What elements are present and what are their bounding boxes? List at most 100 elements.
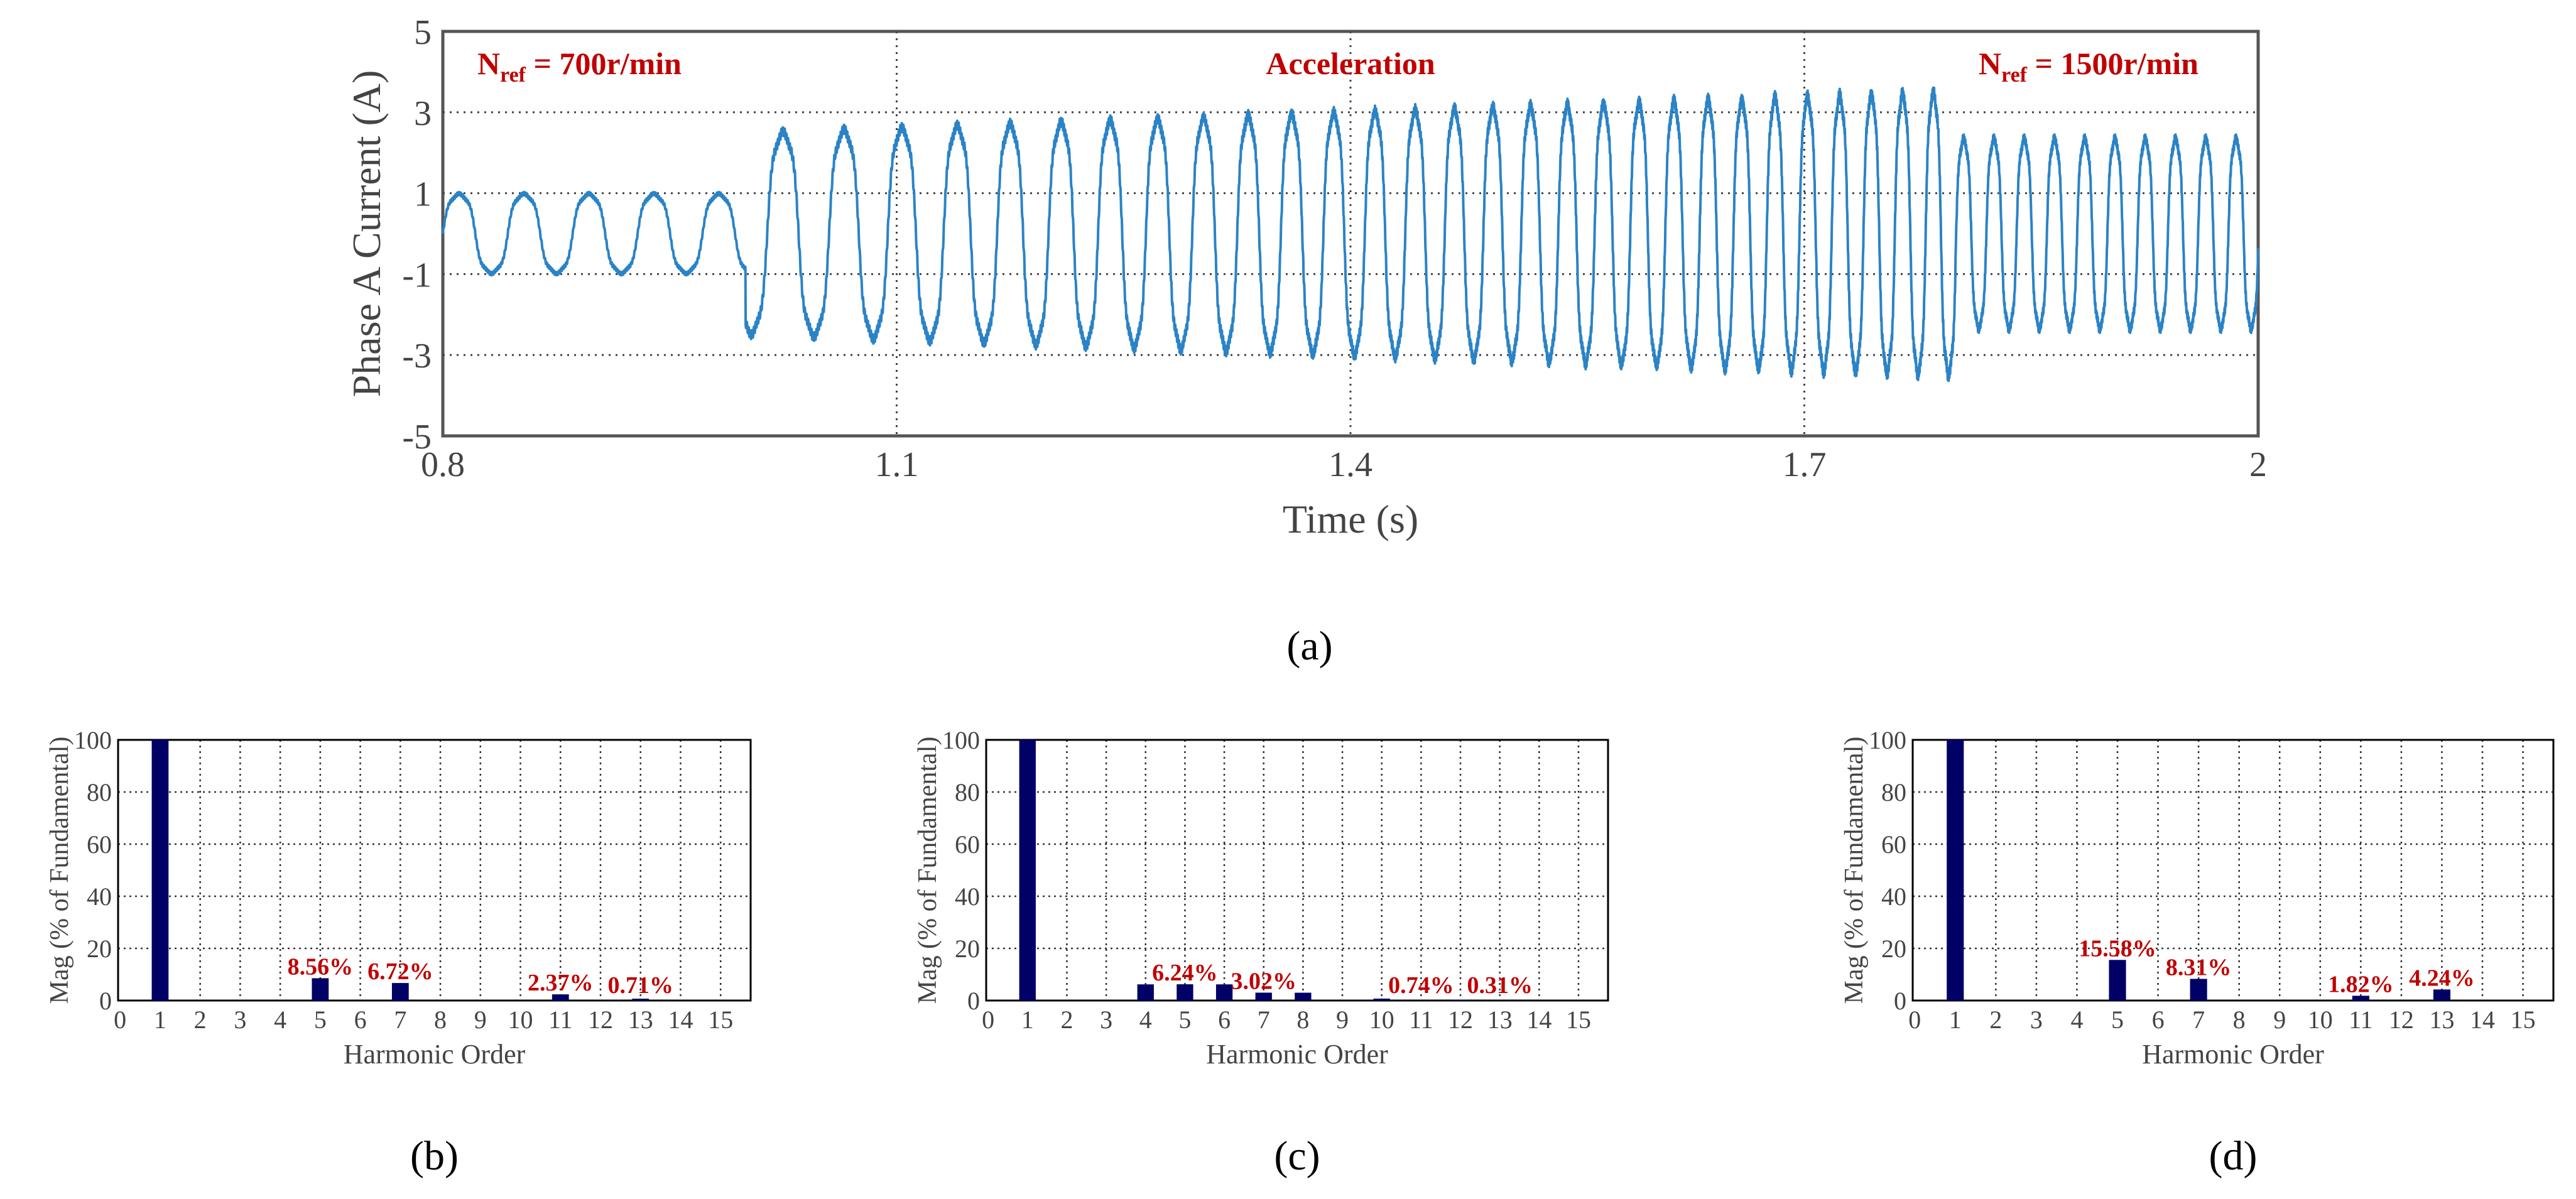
panel-c-x-tick-label: 14 <box>1526 1006 1552 1034</box>
panel-c-bar-h8 <box>1295 992 1312 1001</box>
panel-a-y-tick-label: 5 <box>414 13 432 52</box>
nref-1500-sub: ref <box>2001 63 2028 87</box>
panel-a-y-tick-label: -5 <box>402 418 432 457</box>
panel-d-x-tick-label: 0 <box>1908 1006 1921 1034</box>
panel-d-x-tick-label: 9 <box>2273 1006 2286 1034</box>
panel-c-x-tick-label: 6 <box>1218 1006 1231 1034</box>
panel-c-bar-h1 <box>1019 740 1036 1001</box>
panel-d-x-tick-label: 6 <box>2152 1006 2165 1034</box>
nref-700-sub: ref <box>500 63 526 87</box>
panel-d-y-tick-label: 0 <box>1894 987 1906 1015</box>
panel-c-y-tick-label: 60 <box>955 830 980 859</box>
panel-b-bar-h5 <box>312 978 329 1001</box>
panel-c-x-tick-label: 0 <box>982 1006 994 1034</box>
panel-d-x-tick-label: 7 <box>2192 1006 2205 1034</box>
panel-c-x-tick-label: 2 <box>1060 1006 1073 1034</box>
panel-b-x-tick-label: 12 <box>588 1006 613 1034</box>
panel-d-y-tick-label: 80 <box>1881 778 1906 806</box>
panel-b-x-axis-title: Harmonic Order <box>344 1039 526 1070</box>
panel-c-x-tick-label: 10 <box>1369 1006 1394 1034</box>
panel-c-bar-h4 <box>1137 984 1154 1001</box>
panel-d-x-tick-label: 11 <box>2349 1006 2373 1034</box>
phase-a-current-trace <box>442 86 2259 382</box>
panel-c-y-tick-label: 80 <box>955 778 980 806</box>
panel-b-x-tick-label: 14 <box>668 1006 693 1034</box>
panel-b-y-tick-label: 20 <box>87 935 112 963</box>
panel-d-label: (d) <box>2209 1133 2258 1179</box>
panel-c-y-tick-label: 20 <box>955 935 980 963</box>
panel-a-y-tick-label: 1 <box>414 175 432 214</box>
panel-a-y-tick-label: -1 <box>402 256 432 295</box>
panel-b-y-tick-label: 0 <box>99 987 112 1015</box>
panel-c-data-label: 0.74% <box>1388 972 1454 999</box>
panel-b-x-tick-label: 2 <box>194 1006 207 1034</box>
panel-c-x-tick-label: 13 <box>1487 1006 1513 1034</box>
panel-a-x-tick-label: 2 <box>2249 445 2267 484</box>
acceleration-annotation: Acceleration <box>1266 46 1435 81</box>
panel-c-x-tick-label: 11 <box>1409 1006 1433 1034</box>
panel-c-y-tick-label: 100 <box>942 726 980 754</box>
panel-c-x-tick-label: 3 <box>1100 1006 1112 1034</box>
panel-b-y-axis-title: Mag (% of Fundamental) <box>45 737 74 1004</box>
panel-c-x-tick-label: 4 <box>1139 1006 1152 1034</box>
panel-b-label: (b) <box>410 1133 459 1179</box>
panel-b-x-tick-label: 13 <box>628 1006 653 1034</box>
panel-b-x-tick-label: 3 <box>234 1006 246 1034</box>
panel-c-x-tick-label: 8 <box>1296 1006 1309 1034</box>
panel-b-plot-frame <box>117 739 752 1002</box>
panel-b-x-tick-label: 7 <box>394 1006 406 1034</box>
panel-d-plot-frame <box>1911 739 2555 1002</box>
panel-d-y-tick-label: 100 <box>1869 726 1906 754</box>
panel-d-bar-h5 <box>2109 960 2126 1001</box>
panel-c-data-label: 0.31% <box>1467 972 1533 999</box>
panel-b-data-label: 6.72% <box>367 958 433 985</box>
panel-c-data-label: 3.02% <box>1231 968 1296 994</box>
panel-b-x-tick-label: 9 <box>474 1006 487 1034</box>
panel-c-x-tick-label: 5 <box>1178 1006 1191 1034</box>
panel-b-x-tick-label: 15 <box>708 1006 733 1034</box>
nref-1500-n: N <box>1979 46 2001 81</box>
panel-d-y-tick-label: 40 <box>1881 882 1906 911</box>
panel-b-x-tick-label: 6 <box>354 1006 367 1034</box>
panel-b-bar-h13 <box>632 999 649 1001</box>
panel-c-x-tick-label: 12 <box>1448 1006 1473 1034</box>
panel-d-data-label: 8.31% <box>2166 955 2232 981</box>
panel-c-y-axis-title: Mag (% of Fundamental) <box>913 737 942 1004</box>
nref-1500-annotation: Nref = 1500r/min <box>1979 46 2198 87</box>
panel-c-x-tick-label: 1 <box>1021 1006 1034 1034</box>
panel-d-x-tick-label: 1 <box>1949 1006 1962 1034</box>
panel-c-bar-h5 <box>1177 984 1193 1001</box>
panel-c-x-tick-label: 15 <box>1566 1006 1591 1034</box>
panel-a-x-tick-label: 0.8 <box>421 445 465 484</box>
panel-c-plot-frame <box>985 739 1609 1002</box>
panel-d-x-tick-label: 12 <box>2389 1006 2414 1034</box>
panel-a-x-tick-label: 1.7 <box>1783 445 1827 484</box>
panel-b-x-tick-label: 5 <box>314 1006 327 1034</box>
panel-c-label: (c) <box>1274 1133 1320 1179</box>
panel-c-bar-h10 <box>1373 998 1390 1001</box>
panel-d-y-axis-title: Mag (% of Fundamental) <box>1840 737 1869 1004</box>
panel-d-data-label: 15.58% <box>2079 935 2156 962</box>
panel-d-x-tick-label: 10 <box>2308 1006 2333 1034</box>
panel-b-x-tick-label: 10 <box>508 1006 533 1034</box>
panel-b-x-tick-label: 4 <box>274 1006 286 1034</box>
panel-c-data-label: 6.24% <box>1152 960 1218 986</box>
panel-a: 531-1-3-5 0.8 1.1 1.4 1.7 2 Nref = 700r/min … <box>344 13 2267 669</box>
panel-b-x-tick-label: 11 <box>548 1006 573 1034</box>
panel-c-bar-h12 <box>1452 999 1469 1001</box>
panel-b-y-tick-label: 40 <box>87 882 112 911</box>
nref-700-value: = 700r/min <box>526 46 682 81</box>
panel-a-x-ticks: 0.8 1.1 1.4 1.7 2 <box>421 445 2267 484</box>
panel-d-x-tick-label: 2 <box>1989 1006 2002 1034</box>
panel-c-x-tick-label: 7 <box>1258 1006 1270 1034</box>
panel-c-x-tick-label: 9 <box>1336 1006 1349 1034</box>
panel-d-x-tick-label: 5 <box>2111 1006 2124 1034</box>
panel-d-data-label: 4.24% <box>2409 965 2475 991</box>
panel-a-label: (a) <box>1286 623 1332 669</box>
panel-a-y-axis-title: Phase A Current (A) <box>344 70 389 398</box>
